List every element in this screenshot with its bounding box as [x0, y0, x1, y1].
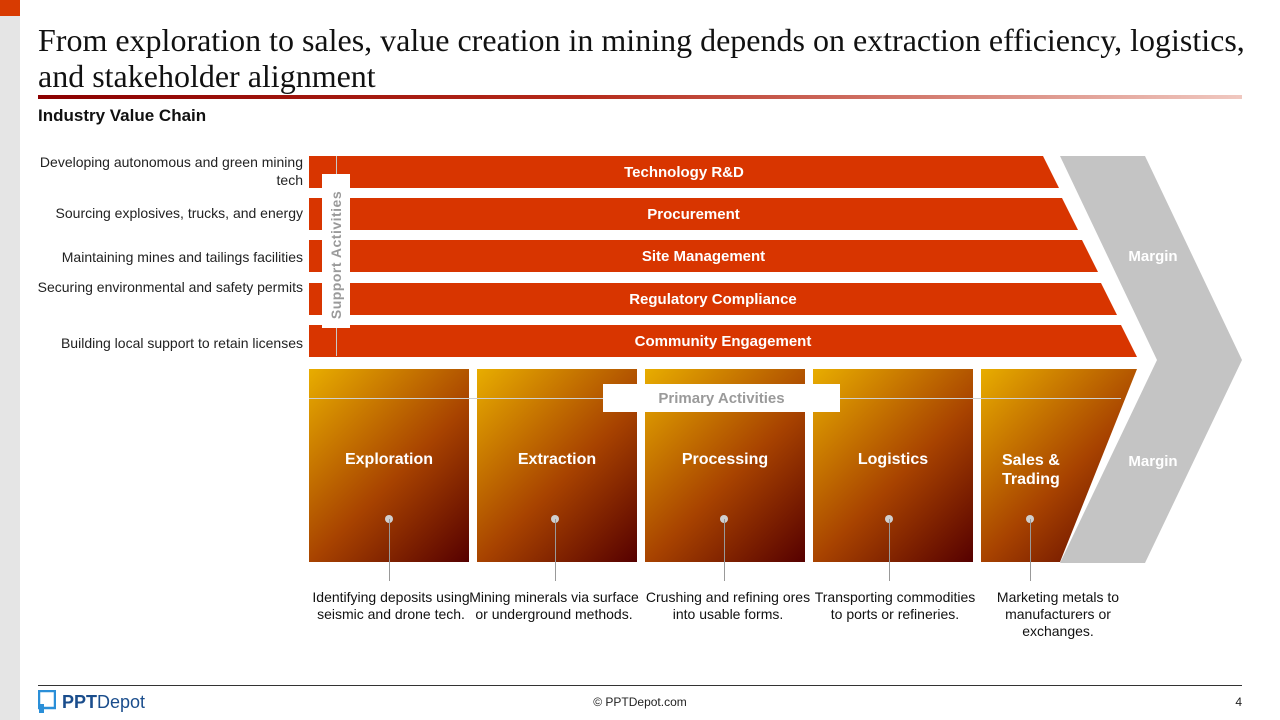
title-underline [38, 95, 1242, 99]
support-desc-regulatory: Securing environmental and safety permit… [37, 279, 303, 295]
accent-square [0, 0, 20, 16]
support-desc-technology: Developing autonomous and green mining t… [39, 154, 303, 188]
footer-rule [38, 685, 1242, 686]
support-desc-procurement: Sourcing explosives, trucks, and energy [55, 205, 303, 221]
support-bar-label: Procurement [647, 205, 740, 223]
left-margin-strip [0, 0, 20, 720]
connector-line [1030, 519, 1031, 581]
primary-desc-processing: Crushing and refining ores into usable f… [645, 589, 811, 622]
slide-title: From exploration to sales, value creatio… [38, 22, 1245, 94]
connector-line [889, 519, 890, 581]
support-desc-community: Building local support to retain license… [60, 335, 303, 351]
primary-label-logistics: Logistics [857, 451, 929, 468]
support-bar-community: Community Engagement [309, 325, 1137, 357]
support-desc-site-management: Maintaining mines and tailings facilitie… [61, 249, 303, 265]
connector-line [555, 519, 556, 581]
support-bar-label: Site Management [641, 247, 766, 265]
support-bar-regulatory: Regulatory Compliance [309, 283, 1117, 315]
logo-text-bold: PPT [62, 691, 98, 712]
support-activities-label: Support Activities [328, 190, 344, 320]
primary-desc-extraction: Mining minerals via surface or undergrou… [469, 589, 639, 622]
connector-line [724, 519, 725, 581]
primary-desc-exploration: Identifying deposits using seismic and d… [312, 589, 470, 622]
pptdepot-logo: PPTDepot [37, 689, 145, 714]
logo-text: PPTDepot [62, 692, 145, 713]
support-bar-site-management: Site Management [309, 240, 1098, 272]
primary-label-extraction: Extraction [517, 451, 597, 468]
primary-label-processing: Processing [681, 451, 769, 468]
primary-desc-sales-trading: Marketing metals to manufacturers or exc… [996, 589, 1120, 639]
support-bar-label: Regulatory Compliance [629, 290, 797, 308]
logo-text-rest: Depot [97, 691, 146, 712]
support-bar-label: Community Engagement [634, 332, 812, 350]
slide-subtitle: Industry Value Chain [38, 106, 207, 125]
primary-desc-logistics: Transporting commodities to ports or ref… [814, 589, 976, 622]
margin-label-top: Margin [1128, 248, 1178, 265]
primary-label-exploration: Exploration [344, 451, 433, 468]
support-label-backdrop [322, 174, 350, 328]
primary-activities-label: Primary Activities [603, 384, 840, 412]
copyright-text: © PPTDepot.com [593, 695, 687, 709]
support-bar-technology: Technology R&D [309, 156, 1059, 188]
support-bar-label: Technology R&D [624, 163, 744, 181]
primary-label-sales-trading: Sales & Trading [1002, 452, 1060, 488]
connector-line [389, 519, 390, 581]
support-bar-procurement: Procurement [309, 198, 1078, 230]
margin-label-bottom: Margin [1128, 453, 1178, 470]
logo-icon [37, 689, 57, 714]
page-number: 4 [1235, 695, 1242, 709]
